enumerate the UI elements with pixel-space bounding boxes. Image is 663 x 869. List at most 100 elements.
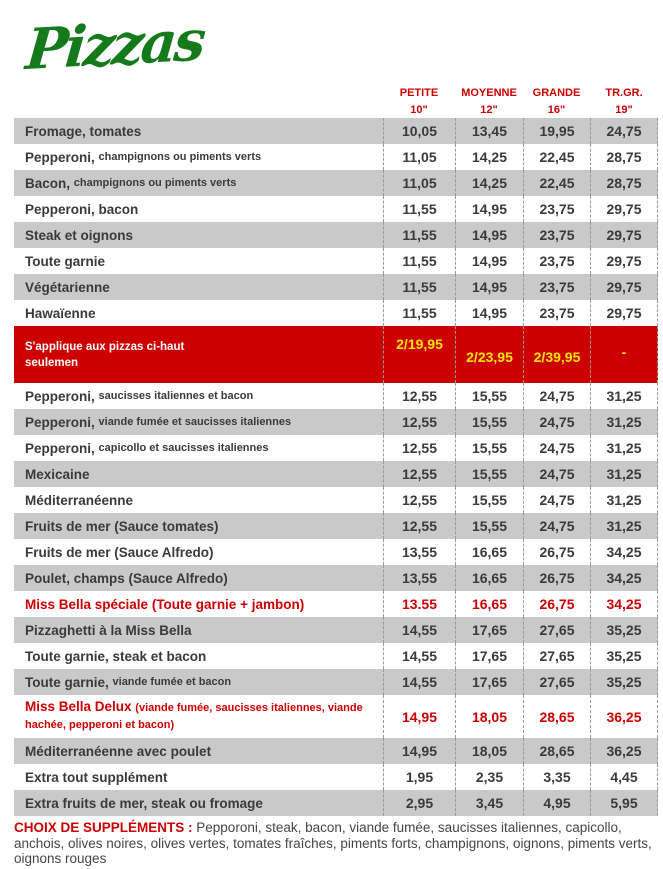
- item-name: Pepperoni,: [25, 149, 99, 165]
- column-size-moyenne: 12": [480, 103, 498, 116]
- item-description: capicollo et saucisses italiennes: [98, 442, 269, 454]
- supplements-text: Pepporoni, steak, bacon, viande fumée, s…: [14, 820, 652, 866]
- menu-row: Mexicaine 12,55 15,55 24,75 31,25: [14, 461, 658, 487]
- item-name: Toute garnie, steak et bacon: [25, 648, 207, 664]
- price-cell-moyenne: 14,25: [455, 170, 523, 196]
- price-cell-trgr: 29,75: [590, 248, 658, 274]
- menu-row: Steak et oignons 11,55 14,95 23,75 29,75: [14, 222, 658, 248]
- price-cell-moyenne: 16,65: [455, 539, 523, 565]
- item-description: champignons ou piments verts: [98, 151, 262, 163]
- menu-row: Extra fruits de mer, steak ou fromage 2,…: [14, 790, 658, 816]
- item-name: Pepperoni, bacon: [25, 201, 139, 217]
- item-name-cell: Bacon, champignons ou piments verts: [14, 170, 383, 196]
- item-name-cell: Pepperoni, capicollo et saucisses italie…: [14, 435, 383, 461]
- price-cell-trgr: 31,25: [590, 487, 658, 513]
- item-name-cell: Végétarienne: [14, 274, 383, 300]
- price-cell-grande: 24,75: [523, 383, 590, 409]
- price-cell-trgr: 4,45: [590, 764, 658, 790]
- price-cell-petite: 1,95: [383, 764, 455, 790]
- item-name: Pepperoni,: [25, 388, 99, 404]
- price-cell-moyenne: 15,55: [455, 383, 523, 409]
- menu-row: Pepperoni, bacon 11,55 14,95 23,75 29,75: [14, 196, 658, 222]
- price-cell-grande: 24,75: [523, 461, 590, 487]
- promo-text-cell: S'applique aux pizzas ci-haut seulemen: [14, 326, 383, 383]
- price-cell-grande: 3,35: [523, 764, 590, 790]
- menu-row: Toute garnie, viande fumée et bacon 14,5…: [14, 669, 658, 695]
- item-name-cell: Extra fruits de mer, steak ou fromage: [14, 790, 383, 816]
- price-cell-grande: 23,75: [523, 274, 590, 300]
- price-cell-moyenne: 18,05: [455, 738, 523, 764]
- item-name-cell: Fruits de mer (Sauce tomates): [14, 513, 383, 539]
- price-cell-trgr: 36,25: [590, 695, 658, 738]
- item-name: Fromage, tomates: [25, 123, 142, 139]
- price-cell-moyenne: 18,05: [455, 695, 523, 738]
- price-cell-trgr: 24,75: [590, 118, 658, 144]
- item-name: Poulet, champs (Sauce Alfredo): [25, 570, 228, 586]
- price-cell-petite: 12,55: [383, 435, 455, 461]
- menu-row: Poulet, champs (Sauce Alfredo) 13,55 16,…: [14, 565, 658, 591]
- price-cell-grande: 22,45: [523, 170, 590, 196]
- item-name: Pepperoni,: [25, 440, 99, 456]
- item-name: Toute garnie: [25, 253, 106, 269]
- menu-row: Végétarienne 11,55 14,95 23,75 29,75: [14, 274, 658, 300]
- price-cell-petite: 14,55: [383, 643, 455, 669]
- price-cell-moyenne: 2,35: [455, 764, 523, 790]
- price-cell-trgr: 34,25: [590, 591, 658, 617]
- price-cell-trgr: 31,25: [590, 461, 658, 487]
- price-cell-grande: 19,95: [523, 118, 590, 144]
- column-header-labels: PETITE MOYENNE GRANDE TR.GR.: [14, 84, 658, 101]
- column-header-grande: GRANDE: [532, 86, 581, 99]
- price-cell-moyenne: 17,65: [455, 617, 523, 643]
- price-cell-grande: 27,65: [523, 669, 590, 695]
- item-name: Mexicaine: [25, 466, 90, 482]
- item-description: viande fumée et saucisses italiennes: [98, 416, 292, 428]
- price-cell-moyenne: 15,55: [455, 409, 523, 435]
- menu-row: Pizzaghetti à la Miss Bella 14,55 17,65 …: [14, 617, 658, 643]
- menu-row: Bacon, champignons ou piments verts 11,0…: [14, 170, 658, 196]
- price-cell-grande: 26,75: [523, 591, 590, 617]
- price-cell-grande: 23,75: [523, 300, 590, 326]
- price-cell-moyenne: 15,55: [455, 461, 523, 487]
- price-cell-petite: 14,95: [383, 695, 455, 738]
- price-cell-grande: 24,75: [523, 409, 590, 435]
- item-name-cell: Pepperoni, bacon: [14, 196, 383, 222]
- promo-banner-row: S'applique aux pizzas ci-haut seulemen 2…: [14, 326, 658, 383]
- item-name-cell: Miss Bella Delux (viande fumée, saucisse…: [14, 695, 383, 738]
- price-cell-moyenne: 14,95: [455, 300, 523, 326]
- item-name: Miss Bella spéciale (Toute garnie + jamb…: [25, 596, 305, 612]
- item-name: Pepperoni,: [25, 414, 99, 430]
- menu-row: Miss Bella Delux (viande fumée, saucisse…: [14, 695, 658, 738]
- price-cell-trgr: 29,75: [590, 300, 658, 326]
- price-cell-trgr: 31,25: [590, 409, 658, 435]
- menu-row: Méditerranéenne avec poulet 14,95 18,05 …: [14, 738, 658, 764]
- price-cell-trgr: 35,25: [590, 669, 658, 695]
- price-cell-trgr: 34,25: [590, 565, 658, 591]
- price-cell-grande: 26,75: [523, 565, 590, 591]
- price-cell-petite: 11,55: [383, 222, 455, 248]
- promo-text-line2: seulemen: [25, 356, 79, 369]
- price-cell-trgr: 28,75: [590, 144, 658, 170]
- item-name: Méditerranéenne avec poulet: [25, 743, 212, 759]
- price-cell-moyenne: 17,65: [455, 669, 523, 695]
- promo-price-moyenne: 2/23,95: [455, 326, 523, 383]
- menu-row: Toute garnie 11,55 14,95 23,75 29,75: [14, 248, 658, 274]
- item-name: Steak et oignons: [25, 227, 134, 243]
- column-header-moyenne: MOYENNE: [461, 86, 517, 99]
- price-cell-petite: 12,55: [383, 409, 455, 435]
- item-name-cell: Pepperoni, viande fumée et saucisses ita…: [14, 409, 383, 435]
- price-cell-trgr: 28,75: [590, 170, 658, 196]
- price-cell-petite: 13.55: [383, 591, 455, 617]
- price-cell-grande: 27,65: [523, 643, 590, 669]
- price-cell-petite: 11,05: [383, 144, 455, 170]
- price-cell-moyenne: 3,45: [455, 790, 523, 816]
- item-name: Bacon,: [25, 175, 74, 191]
- menu-row: Fromage, tomates 10,05 13,45 19,95 24,75: [14, 118, 658, 144]
- price-cell-moyenne: 14,95: [455, 222, 523, 248]
- item-description: (viande fumée, saucisses italiennes, via…: [25, 702, 366, 731]
- promo-price-trgr: -: [590, 326, 658, 383]
- price-cell-petite: 12,55: [383, 513, 455, 539]
- price-cell-grande: 28,65: [523, 738, 590, 764]
- column-header-sizes: 10" 12" 16" 19": [14, 101, 658, 118]
- brand-logo: Pizzas: [23, 7, 206, 84]
- menu-row: Fruits de mer (Sauce tomates) 12,55 15,5…: [14, 513, 658, 539]
